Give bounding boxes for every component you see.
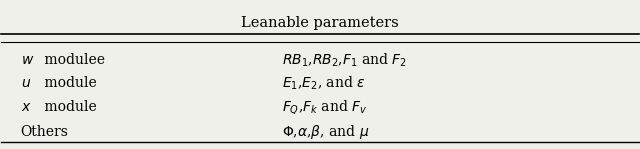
Text: $E_1$,$E_2$, and $\varepsilon$: $E_1$,$E_2$, and $\varepsilon$ [282,74,365,92]
Text: module: module [40,76,97,90]
Text: modulee: modulee [40,53,104,67]
Text: module: module [40,100,97,114]
Text: $RB_1$,$RB_2$,$F_1$ and $F_2$: $RB_1$,$RB_2$,$F_1$ and $F_2$ [282,51,407,69]
Text: $u$: $u$ [20,76,31,90]
Text: $\Phi$,$\alpha$,$\beta$, and $\mu$: $\Phi$,$\alpha$,$\beta$, and $\mu$ [282,122,369,141]
Text: $x$: $x$ [20,100,31,114]
Text: Others: Others [20,125,68,139]
Text: $F_Q$,$F_k$ and $F_v$: $F_Q$,$F_k$ and $F_v$ [282,98,367,116]
Text: Leanable parameters: Leanable parameters [241,16,399,30]
Text: $w$: $w$ [20,53,34,67]
